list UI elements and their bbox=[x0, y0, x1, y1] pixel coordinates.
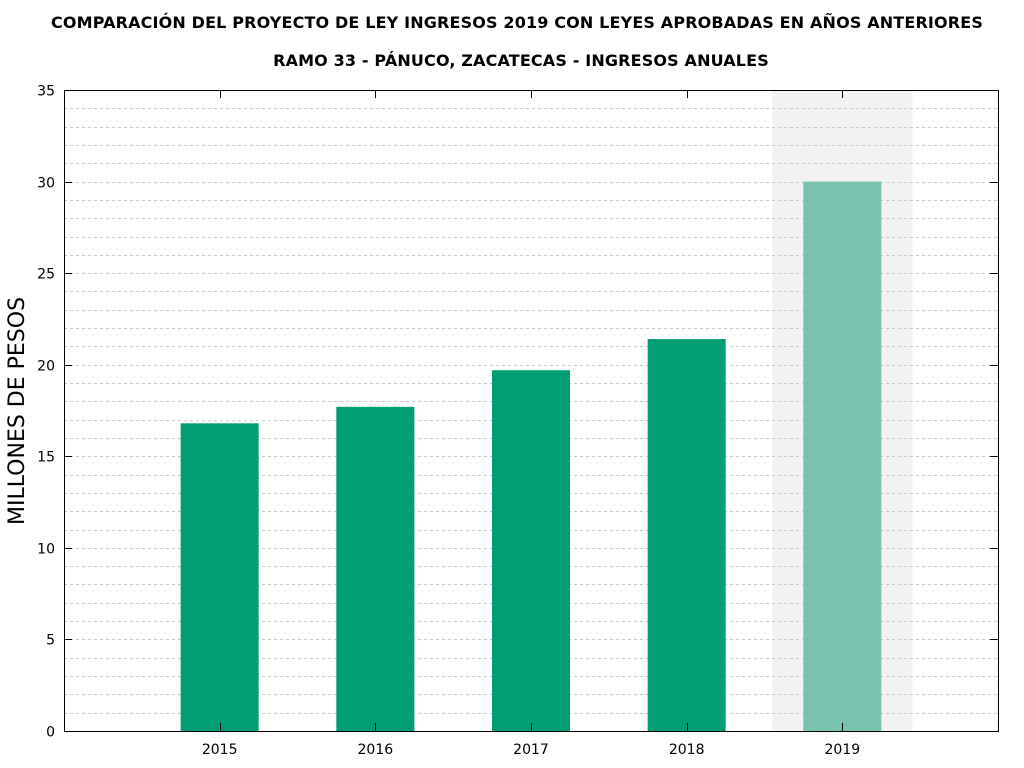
x-tick-label: 2015 bbox=[202, 742, 238, 758]
y-tick-label: 20 bbox=[37, 359, 55, 375]
chart-title: COMPARACIÓN DEL PROYECTO DE LEY INGRESOS… bbox=[50, 13, 983, 32]
y-tick-label: 0 bbox=[46, 725, 55, 741]
chart-subtitle: RAMO 33 - PÁNUCO, ZACATECAS - INGRESOS A… bbox=[273, 51, 769, 70]
plot-frame bbox=[64, 90, 999, 732]
x-tick-label: 2016 bbox=[358, 742, 394, 758]
y-axis-label: MILLONES DE PESOS bbox=[5, 297, 30, 525]
y-tick-label: 15 bbox=[37, 450, 55, 466]
y-tick-label: 35 bbox=[37, 84, 55, 100]
bar-2017 bbox=[492, 370, 570, 731]
y-tick-label: 25 bbox=[37, 267, 55, 283]
x-tick-labels: 2015 2016 2017 2018 2019 bbox=[202, 742, 860, 758]
y-tick-label: 10 bbox=[37, 542, 55, 558]
bar-2019 bbox=[803, 181, 882, 732]
y-tick-label: 30 bbox=[37, 176, 55, 192]
bar-layer bbox=[180, 181, 882, 732]
x-tick-label: 2018 bbox=[669, 742, 705, 758]
y-tick-label: 5 bbox=[46, 633, 55, 649]
x-tick-label: 2017 bbox=[513, 742, 549, 758]
bar-2015 bbox=[180, 423, 259, 731]
y-tick-labels: 0 5 10 15 20 25 30 35 bbox=[37, 84, 55, 741]
bar-2016 bbox=[336, 406, 415, 731]
bar-2018 bbox=[647, 339, 726, 731]
x-tick-label: 2019 bbox=[825, 742, 861, 758]
